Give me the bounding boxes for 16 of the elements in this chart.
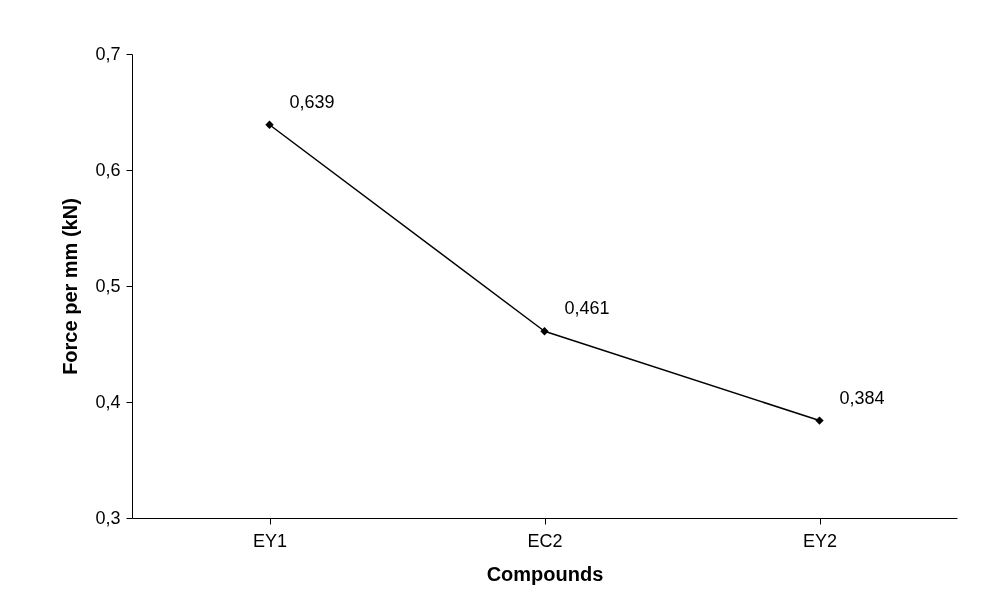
y-tick-label: 0,7	[95, 43, 121, 64]
point	[265, 120, 274, 129]
x-tick-label: EY2	[802, 530, 838, 551]
data-label: 0,461	[564, 298, 610, 319]
data-label: 0,639	[289, 91, 335, 112]
x-axis-title: Compounds	[486, 562, 604, 585]
point	[540, 327, 549, 336]
x-tick-label: EC2	[527, 530, 563, 551]
y-tick-label: 0,5	[95, 275, 121, 296]
y-tick-label: 0,4	[95, 391, 121, 412]
point	[815, 416, 824, 425]
data-label: 0,384	[839, 387, 885, 408]
y-tick-label: 0,6	[95, 159, 121, 180]
x-tick-label: EY1	[252, 530, 288, 551]
y-tick-label: 0,3	[95, 507, 121, 528]
y-axis-title: Force per mm (kN)	[59, 198, 82, 375]
